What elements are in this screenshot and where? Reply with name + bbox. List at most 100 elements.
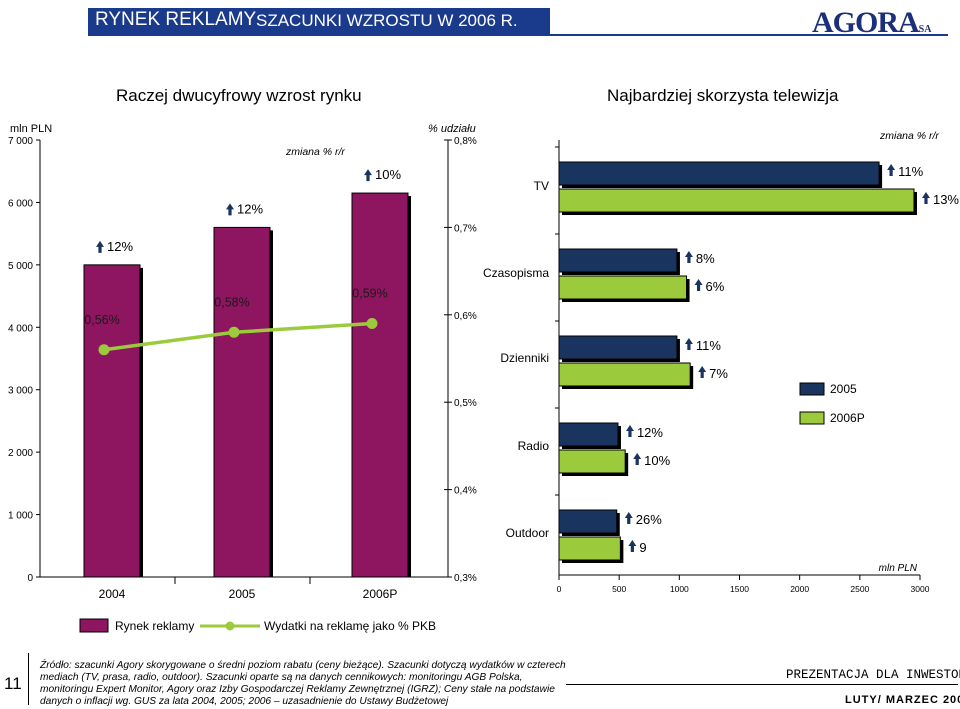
growth-label-2006p: 6%	[706, 279, 725, 294]
x-tick-label: 2000	[790, 584, 809, 594]
growth-label-2006p: 9	[639, 540, 646, 555]
bar-growth-label: 12%	[237, 201, 263, 216]
legend-point-pkb	[225, 621, 235, 631]
footnote-line: mediach (TV, prasa, radio, outdoor). Sza…	[40, 672, 523, 683]
y-tick-label: 6 000	[8, 198, 33, 209]
y2-tick-label: 0,8%	[454, 136, 477, 147]
line-point-label: 0,59%	[352, 287, 387, 301]
growth-up-arrow-icon	[698, 366, 707, 378]
y-tick-label: 4 000	[8, 323, 33, 334]
bar-2005	[558, 161, 880, 186]
header-rule	[88, 34, 948, 36]
growth-label-2006p: 7%	[709, 366, 728, 381]
legend-label-rynek: Rynek reklamy	[115, 619, 194, 633]
x-tick-label: 1500	[730, 584, 749, 594]
y-tick-label: 5 000	[8, 261, 33, 272]
y2-tick-label: 0,6%	[454, 311, 477, 322]
left-axis-unit: mln PLN	[10, 123, 52, 135]
header-section-title: RYNEK REKLAMY	[95, 9, 257, 30]
legend-swatch-rynek	[79, 618, 109, 633]
growth-up-arrow-icon	[364, 169, 372, 182]
y-tick-label: 2 000	[8, 448, 33, 459]
x-category-label: 2006P	[363, 587, 398, 601]
line-point	[366, 318, 378, 330]
growth-label-2005: 8%	[696, 251, 715, 266]
growth-label-2005: 11%	[696, 338, 721, 353]
presentation-label: PREZENTACJA DLA INWESTORÓW	[786, 668, 960, 682]
growth-up-arrow-icon	[633, 453, 642, 465]
y2-tick-label: 0,5%	[454, 398, 477, 409]
x-category-label: 2004	[99, 587, 126, 601]
bar-rynek-reklamy	[213, 226, 271, 578]
category-label: Czasopisma	[483, 266, 549, 280]
footnote-line: Źródło: szacunki Agory skorygowane o śre…	[40, 660, 566, 671]
y-tick-label: 1 000	[8, 511, 33, 522]
x-tick-label: 0	[557, 584, 562, 594]
line-point	[98, 344, 110, 356]
legend-label-2006p: 2006P	[830, 411, 865, 425]
source-footnote: Źródło: szacunki Agory skorygowane o śre…	[40, 660, 566, 708]
category-label: Outdoor	[506, 526, 549, 540]
bar-2005	[558, 509, 618, 534]
bar-2005	[558, 335, 678, 360]
header-subtitle: SZACUNKI WZROSTU W 2006 R.	[256, 11, 518, 30]
growth-up-arrow-icon	[921, 192, 930, 204]
right-chart: 0 500 1000 1500 2000 2500 3000 mln PLN zmiana % …	[483, 130, 959, 594]
legend-swatch-2005	[799, 382, 825, 396]
presentation-date: LUTY/ MARZEC 2006	[845, 694, 960, 706]
x-axis-unit: mln PLN	[879, 563, 918, 574]
growth-up-arrow-icon	[684, 338, 693, 350]
bar-rynek-reklamy	[351, 192, 409, 578]
change-label: zmiana % r/r	[879, 130, 939, 142]
x-category-label: 2005	[229, 587, 256, 601]
y-tick-label: 0	[27, 573, 33, 584]
x-tick-label: 2500	[850, 584, 869, 594]
growth-label-2005: 26%	[636, 512, 662, 527]
bar-2006p	[558, 188, 915, 213]
y-tick-label: 7 000	[8, 136, 33, 147]
growth-up-arrow-icon	[624, 512, 633, 524]
bar-growth-label: 12%	[107, 239, 133, 254]
footnote-line: danych o inflacji wg. GUS za lata 2004, …	[40, 696, 449, 707]
right-chart-title: Najbardziej skorzysta telewizja	[607, 86, 839, 105]
page-number: 11	[4, 674, 22, 693]
x-tick-label: 3000	[911, 584, 930, 594]
bar-2006p	[558, 275, 688, 300]
y2-tick-label: 0,4%	[454, 486, 477, 497]
growth-label-2006p: 13%	[933, 192, 959, 207]
bar-2005	[558, 422, 619, 447]
growth-up-arrow-icon	[694, 279, 703, 291]
agora-logo: AGORASA	[812, 6, 932, 39]
growth-up-arrow-icon	[684, 251, 693, 263]
growth-up-arrow-icon	[96, 240, 104, 253]
left-chart-title: Raczej dwucyfrowy wzrost rynku	[116, 86, 362, 105]
legend-label-pkb: Wydatki na reklamę jako % PKB	[264, 619, 436, 633]
legend-label-2005: 2005	[830, 382, 857, 396]
growth-up-arrow-icon	[625, 425, 634, 437]
bar-2005	[558, 248, 678, 273]
category-label: TV	[534, 179, 549, 193]
bar-growth-label: 10%	[375, 167, 401, 182]
bar-rynek-reklamy	[83, 264, 141, 578]
growth-up-arrow-icon	[226, 203, 234, 216]
bar-2006p	[558, 536, 621, 561]
growth-label-2005: 12%	[637, 425, 663, 440]
bar-2006p	[558, 449, 626, 474]
category-label: Dzienniki	[500, 351, 549, 365]
category-label: Radio	[518, 439, 550, 453]
y-tick-label: 3 000	[8, 386, 33, 397]
growth-label-2006p: 10%	[644, 453, 670, 468]
y2-tick-label: 0,3%	[454, 573, 477, 584]
line-point-label: 0,58%	[214, 295, 249, 309]
growth-up-arrow-icon	[628, 540, 637, 552]
change-label: zmiana % r/r	[285, 146, 345, 158]
page-divider	[28, 653, 29, 705]
growth-up-arrow-icon	[887, 164, 896, 176]
left-chart: 0 1 000 2 000 3 000 4 000 5 000 6 000 7 000 0,3%…	[8, 123, 477, 633]
header-bar	[88, 8, 550, 36]
line-point	[228, 326, 240, 338]
legend-swatch-2006p	[799, 411, 825, 425]
x-tick-label: 500	[612, 584, 626, 594]
y2-tick-label: 0,7%	[454, 223, 477, 234]
